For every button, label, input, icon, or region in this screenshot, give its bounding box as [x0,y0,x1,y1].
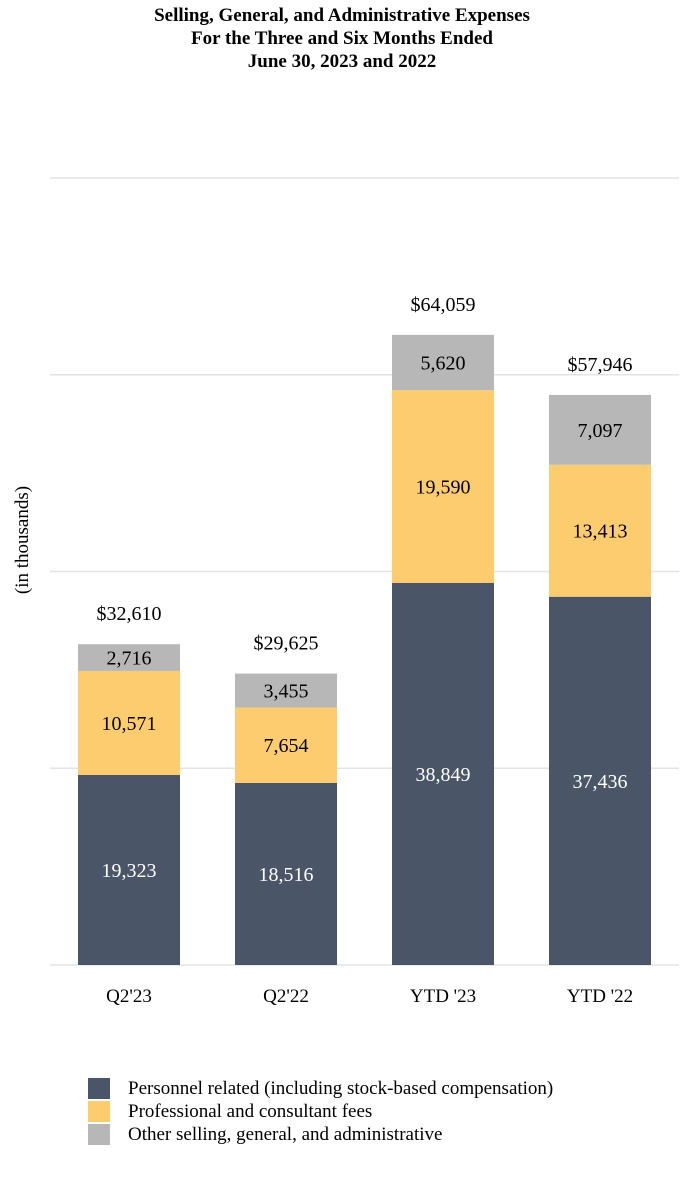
data-label: 2,716 [107,648,152,670]
chart-title: Selling, General, and Administrative Exp… [0,4,684,73]
bar-segment-other [392,334,494,391]
data-label: 38,849 [416,764,471,786]
legend-label-professional: Professional and consultant fees [128,1100,373,1122]
bar-segment-professional [78,670,180,775]
x-tick-label: Q2'22 [263,986,309,1007]
bar-segment-other [549,394,651,465]
bar-segment-professional [549,464,651,597]
data-label: 10,571 [102,713,157,735]
total-label: $64,059 [411,294,476,316]
x-tick-label: Q2'23 [106,986,152,1007]
data-label: 5,620 [421,352,466,374]
bar-segment-personnel [392,582,494,965]
data-label: 7,097 [578,420,623,442]
data-label: 19,590 [416,476,471,498]
legend-swatch-personnel [88,1078,110,1099]
total-label: $29,625 [254,633,319,655]
legend-item-other: Other selling, general, and administrati… [88,1123,553,1146]
legend-swatch-other [88,1124,110,1145]
total-label: $57,946 [568,354,633,376]
total-label: $32,610 [97,603,162,625]
legend-label-personnel: Personnel related (including stock-based… [128,1077,554,1099]
data-label: 18,516 [259,864,314,886]
legend-item-personnel: Personnel related (including stock-based… [88,1077,553,1100]
x-tick-label: YTD '23 [410,986,476,1007]
legend-item-professional: Professional and consultant fees [88,1100,553,1123]
bar-segment-other [78,644,180,671]
bar-segment-personnel [549,596,651,965]
bar-segment-professional [235,707,337,783]
data-label: 13,413 [573,521,628,543]
chart-title-line-1: Selling, General, and Administrative Exp… [154,5,530,26]
data-label: 37,436 [573,771,628,793]
legend-swatch-professional [88,1101,110,1122]
stacked-bar-chart: (in thousands) 19,323 10,571 2,716 $32,610 Q2… [12,177,679,1007]
chart-title-line-2: For the Three and Six Months Ended [191,28,493,49]
y-axis-label: (in thousands) [12,486,33,594]
bar-segment-professional [392,390,494,583]
chart-legend: Personnel related (including stock-based… [88,1077,553,1146]
chart-title-line-3: June 30, 2023 and 2022 [247,51,437,72]
data-label: 19,323 [102,860,157,882]
bar-segment-personnel [235,782,337,965]
data-label: 7,654 [264,735,309,757]
x-tick-label: YTD '22 [567,986,633,1007]
legend-label-other: Other selling, general, and administrati… [128,1123,443,1145]
bar-segment-personnel [78,774,180,965]
bar-segment-other [235,673,337,708]
data-label: 3,455 [264,681,309,703]
